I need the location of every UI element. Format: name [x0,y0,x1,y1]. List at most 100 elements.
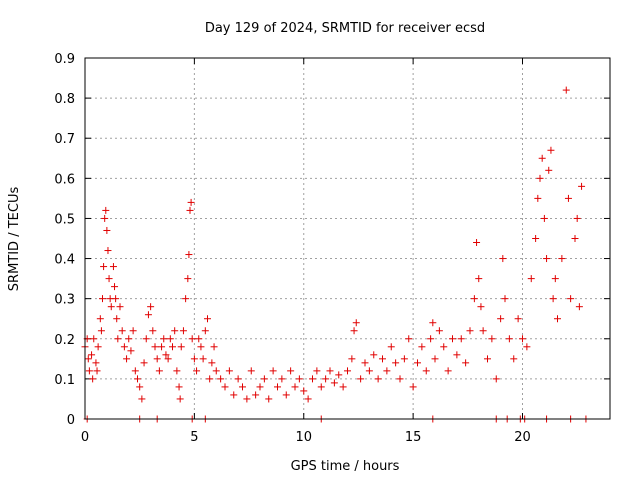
data-point [543,255,551,263]
x-axis-label: GPS time / hours [291,459,400,474]
data-point [473,239,481,247]
data-point [265,395,273,403]
data-point [155,367,163,375]
data-point [479,327,487,335]
data-point [212,367,220,375]
data-point [195,335,203,343]
data-point [234,375,242,383]
data-point [84,355,92,363]
data-point [405,335,413,343]
data-point [120,343,128,351]
y-axis-label: SRMTID / TECUs [7,187,22,292]
data-point [440,343,448,351]
data-point [551,275,559,283]
data-point [109,263,117,271]
data-point [256,383,264,391]
data-point [88,351,96,359]
data-point [99,295,106,303]
x-tick-label: 20 [514,430,531,445]
data-point [554,315,561,323]
data-point [326,367,334,375]
data-point [134,375,141,383]
data-point [89,375,97,383]
data-point [527,275,535,283]
data-point [392,359,400,367]
data-point [300,387,308,395]
data-point [185,251,193,259]
data-point [418,343,426,351]
data-point [571,235,579,242]
y-tick-label: 0.1 [54,373,75,388]
data-point [547,146,555,154]
data-point [558,255,566,263]
data-point [523,343,531,351]
data-point [142,335,150,343]
data-point [475,275,483,283]
data-point [313,367,321,375]
data-point [193,367,201,375]
data-point [274,383,281,391]
data-point [149,327,157,335]
data-point [444,367,452,375]
data-point [534,194,542,202]
data-point [335,371,343,379]
data-point [252,391,260,399]
data-point [129,327,137,335]
data-point [429,319,437,327]
data-point [477,303,485,311]
data-point [186,206,194,214]
data-point [339,383,347,391]
data-point [414,359,421,367]
data-point [127,347,135,355]
data-point [94,343,102,351]
y-tick-label: 0.6 [54,172,75,187]
data-point [210,343,218,351]
data-point [166,335,174,343]
data-point [282,391,290,399]
data-point [102,206,110,214]
data-point [177,343,185,351]
data-point [101,214,109,222]
data-series [81,86,590,423]
data-point [549,295,557,303]
data-point [499,255,507,263]
data-point [497,315,505,323]
data-point [113,315,121,323]
data-point [567,295,575,303]
data-point [140,359,148,367]
data-point [136,383,144,391]
data-point [230,391,238,399]
data-point [118,327,126,335]
data-point [112,295,120,303]
data-point [387,343,395,351]
data-point [93,367,101,375]
data-point [370,351,378,359]
data-point [278,375,286,383]
data-point [158,343,166,351]
data-point [295,375,303,383]
y-tick-label: 0 [67,413,75,428]
data-point [269,367,277,375]
data-point [175,383,183,391]
data-point [184,275,192,283]
data-point [151,343,159,351]
data-point [153,355,161,363]
data-point [562,86,570,94]
data-point [125,335,133,343]
data-point [409,383,417,391]
data-point [470,295,478,303]
data-point [564,194,572,202]
data-point [449,335,456,343]
y-tick-label: 0.2 [54,333,75,348]
data-point [147,303,155,311]
data-point [97,327,105,335]
data-point [287,367,295,375]
data-point [457,335,465,343]
data-point [514,315,522,323]
data-point [131,367,139,375]
data-point [540,214,548,222]
data-point [123,355,131,363]
data-point [532,235,540,242]
data-point [317,383,325,391]
data-point [348,355,356,363]
